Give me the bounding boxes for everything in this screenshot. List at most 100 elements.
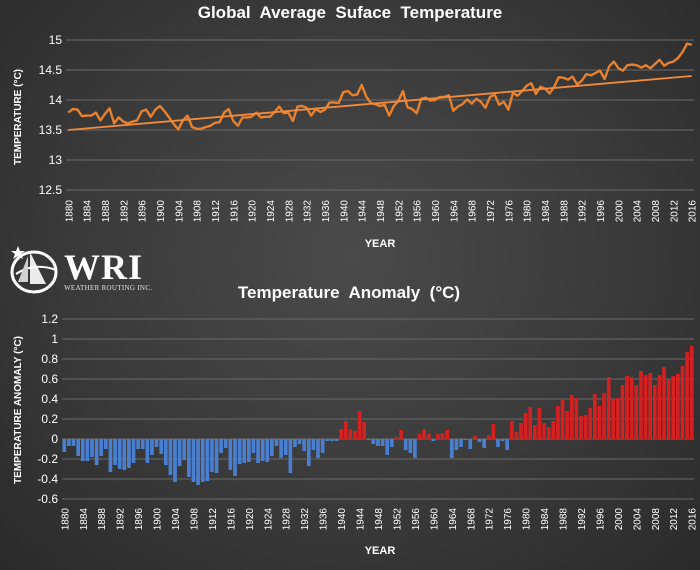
anomaly-bar: [519, 423, 523, 439]
top-chart-title: Global Average Suface Temperature: [198, 3, 503, 22]
bottom-xtick-label: 1996: [595, 508, 606, 531]
temperature-line-chart: Global Average Suface Temperature TEMPER…: [13, 3, 699, 250]
anomaly-bar: [362, 422, 367, 439]
anomaly-bar: [514, 432, 519, 439]
anomaly-bar: [122, 439, 127, 470]
anomaly-bar: [316, 439, 320, 458]
anomaly-bar: [80, 439, 85, 461]
bottom-ytick-label: 1: [51, 332, 58, 346]
anomaly-bar: [389, 439, 394, 447]
anomaly-bar: [279, 439, 283, 458]
anomaly-bar: [371, 439, 376, 444]
anomaly-bar: [394, 437, 399, 439]
anomaly-bar: [177, 439, 182, 466]
top-xtick-label: 1988: [559, 200, 570, 223]
bottom-xtick-label: 2016: [688, 508, 699, 531]
bottom-xtick-label: 1880: [60, 508, 71, 531]
bottom-xtick-label: 1932: [300, 508, 311, 531]
bottom-xtick-label: 1892: [116, 508, 127, 531]
anomaly-bar: [67, 439, 71, 446]
bottom-ytick-label: -0.4: [37, 472, 58, 486]
top-xtick-label: 1904: [174, 200, 185, 223]
anomaly-bar: [662, 367, 666, 439]
anomaly-bar: [422, 429, 426, 439]
anomaly-bar: [339, 429, 343, 439]
logo-subtext: WEATHER ROUTING INC.: [64, 284, 153, 292]
anomaly-bar: [270, 439, 274, 456]
anomaly-bar: [449, 439, 454, 458]
anomaly-bar: [403, 439, 408, 450]
anomaly-bar: [173, 439, 177, 482]
bottom-chart-xlabel: YEAR: [365, 545, 396, 557]
anomaly-bar: [569, 395, 574, 439]
top-ytick-label: 12.5: [39, 183, 63, 197]
anomaly-bar: [302, 439, 307, 451]
top-xtick-label: 1956: [413, 200, 424, 223]
anomaly-bar: [643, 375, 648, 439]
anomaly-bar: [417, 434, 422, 439]
anomaly-bar: [685, 352, 689, 439]
anomaly-bar: [150, 439, 154, 455]
bottom-xtick-label: 1888: [97, 508, 108, 531]
anomaly-bar: [486, 435, 491, 439]
top-xtick-label: 1976: [504, 200, 515, 223]
anomaly-bar: [306, 439, 311, 466]
anomaly-bar: [214, 439, 219, 473]
top-xtick-label: 1888: [101, 200, 112, 223]
anomaly-bar: [505, 439, 510, 450]
top-xtick-label: 1996: [596, 200, 607, 223]
top-xtick-label: 1896: [138, 200, 149, 223]
anomaly-bar: [523, 413, 528, 439]
anomaly-bar: [592, 394, 597, 439]
anomaly-bar: [62, 439, 67, 452]
bottom-xtick-label: 1992: [577, 508, 588, 531]
anomaly-bar: [445, 430, 450, 439]
anomaly-bar: [565, 411, 569, 439]
anomaly-bar: [579, 416, 583, 439]
anomaly-bar: [293, 439, 297, 447]
bottom-xtick-label: 1900: [153, 508, 164, 531]
anomaly-bar: [639, 371, 643, 439]
anomaly-bar: [385, 439, 390, 455]
anomaly-bar: [551, 421, 556, 439]
top-xtick-label: 2016: [688, 200, 699, 223]
anomaly-bar: [233, 439, 237, 476]
top-chart-ylabel: TEMPERATURE (°C): [13, 69, 24, 165]
bottom-xtick-label: 1916: [226, 508, 237, 531]
bottom-ytick-label: 0.2: [41, 412, 58, 426]
top-xtick-label: 1964: [449, 200, 460, 223]
bottom-xtick-label: 1948: [374, 508, 385, 531]
top-xtick-label: 1972: [486, 200, 497, 223]
bottom-chart-title: Temperature Anomaly (°C): [238, 283, 460, 302]
anomaly-bar: [533, 425, 537, 439]
anomaly-bar: [117, 439, 122, 469]
anomaly-bar: [491, 424, 496, 439]
bottom-xtick-label: 2012: [669, 508, 680, 531]
anomaly-bar: [330, 439, 334, 441]
anomaly-bar: [242, 439, 247, 463]
bottom-chart-ylabel: TEMPERATURE ANOMALY (°C): [13, 336, 24, 484]
bottom-ytick-label: 0.8: [41, 352, 58, 366]
bottom-xtick-label: 1924: [263, 508, 274, 531]
anomaly-bar: [648, 373, 653, 439]
bottom-xtick-label: 2000: [614, 508, 625, 531]
anomaly-bar: [187, 439, 191, 477]
bottom-xtick-label: 1884: [79, 508, 90, 531]
bottom-xtick-label: 1936: [319, 508, 330, 531]
bottom-xtick-label: 2004: [632, 508, 643, 531]
bottom-xtick-label: 1912: [208, 508, 219, 531]
anomaly-bar: [496, 439, 500, 447]
bottom-ytick-label: 0: [51, 432, 58, 446]
top-xtick-label: 1912: [211, 200, 222, 223]
anomaly-bar: [611, 399, 616, 439]
wri-logo: WRI WEATHER ROUTING INC.: [6, 244, 156, 296]
top-xtick-label: 2000: [614, 200, 625, 223]
anomaly-bar: [583, 415, 588, 439]
top-xtick-label: 1880: [64, 200, 75, 223]
anomaly-bar: [228, 439, 233, 470]
anomaly-bar: [85, 439, 90, 461]
anomaly-bar: [666, 379, 671, 439]
anomaly-bar: [468, 439, 473, 449]
top-xtick-label: 1928: [284, 200, 295, 223]
top-xtick-label: 1948: [376, 200, 387, 223]
